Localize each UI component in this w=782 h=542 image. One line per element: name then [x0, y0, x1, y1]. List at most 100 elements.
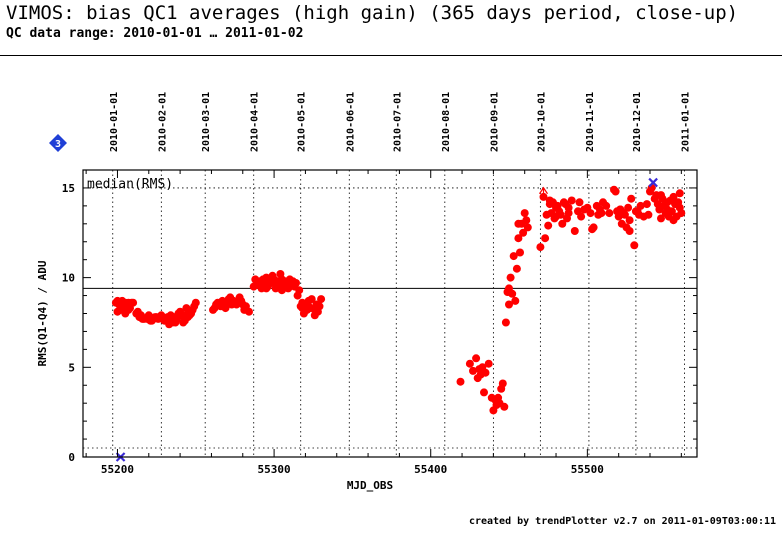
date-tick-label: 2010-07-01: [392, 92, 403, 152]
badge-number: 3: [55, 139, 61, 150]
data-point: [469, 366, 477, 375]
data-point: [516, 248, 524, 257]
axis-labels: 2010-01-01 2010-02-01 2010-03-01 2010-04-01…: [36, 92, 691, 492]
y-tick-label: 5: [68, 361, 75, 374]
data-point: [567, 196, 576, 205]
special-marker: [648, 177, 658, 188]
data-point: [514, 219, 523, 228]
data-point: [215, 300, 224, 309]
data-point: [605, 209, 614, 218]
data-point: [519, 228, 528, 237]
data-point: [480, 388, 488, 397]
data-point: [636, 201, 645, 210]
data-point: [484, 359, 493, 368]
data-point: [558, 219, 567, 228]
data-point: [625, 227, 634, 235]
data-point: [611, 187, 620, 196]
data-point: [541, 234, 550, 243]
data-point: [545, 196, 554, 205]
data-point: [168, 318, 177, 327]
data-point: [158, 314, 167, 323]
data-point: [552, 212, 560, 221]
data-point: [138, 314, 147, 323]
x-tick-label: 55300: [258, 463, 291, 476]
data-point: [630, 241, 639, 250]
data-point: [254, 280, 263, 289]
data-point: [298, 304, 307, 313]
x-tick-label: 55200: [101, 463, 134, 476]
date-tick-label: 2010-04-01: [250, 92, 261, 152]
y-tick-label: 10: [62, 272, 75, 285]
data-point: [575, 198, 584, 207]
footer-credit: created by trendPlotter v2.7 on 2011-01-…: [468, 516, 776, 527]
data-point: [597, 209, 606, 218]
data-point: [190, 302, 199, 311]
page-badge[interactable]: 3: [49, 134, 67, 152]
data-point: [669, 192, 678, 201]
date-tick-label: 2010-10-01: [536, 92, 547, 152]
data-point: [310, 311, 319, 320]
data-point: [675, 189, 684, 198]
data-point: [270, 277, 279, 286]
data-point: [508, 289, 517, 298]
data-point: [520, 209, 529, 218]
data-point: [456, 377, 465, 386]
data-point: [624, 203, 633, 212]
data-point: [544, 221, 553, 230]
data-point: [133, 307, 142, 316]
median-annotation: median(RMS): [87, 177, 173, 192]
data-point: [174, 309, 183, 318]
data-point: [146, 316, 155, 325]
data-point: [118, 296, 127, 305]
data-point: [512, 264, 521, 273]
data-point: [644, 210, 653, 219]
data-point: [586, 209, 595, 218]
data-point: [588, 225, 597, 234]
y-axis-label: RMS(Q1-Q4) / ADU: [36, 260, 49, 366]
data-point: [635, 210, 643, 219]
x-tick-label: 55500: [571, 463, 604, 476]
data-point: [221, 304, 230, 313]
data-point: [506, 273, 515, 282]
x-axis-label: MJD_OBS: [347, 479, 393, 492]
data-point: [304, 302, 313, 311]
data-point: [642, 200, 651, 209]
data-point: [240, 305, 249, 314]
data-point: [677, 209, 686, 218]
data-point: [570, 227, 579, 235]
data-point: [669, 216, 678, 225]
data-point: [185, 311, 194, 320]
title-divider: [0, 55, 782, 56]
data-point: [285, 282, 294, 291]
data-point: [509, 252, 518, 261]
date-tick-label: 2010-08-01: [441, 92, 452, 152]
data-point: [317, 295, 326, 304]
data-point: [307, 295, 316, 304]
data-point: [501, 318, 510, 327]
data-point: [602, 201, 611, 210]
data-point: [295, 286, 304, 295]
data-point: [180, 316, 189, 325]
data-point: [500, 402, 509, 411]
axis-ticks: [83, 170, 697, 458]
data-point: [127, 298, 136, 307]
diamond-badge-icon: [49, 134, 67, 152]
date-tick-label: 2010-02-01: [157, 92, 168, 152]
data-point: [124, 305, 133, 314]
x-tick-label: 55400: [414, 463, 447, 476]
data-point: [564, 203, 573, 212]
chart-subtitle: QC data range: 2010-01-01 … 2011-01-02: [6, 26, 304, 41]
data-point: [498, 379, 507, 388]
data-point: [505, 300, 513, 309]
data-point: [657, 214, 665, 223]
data-point: [657, 191, 665, 200]
data-point: [625, 216, 634, 225]
date-tick-label: 2011-01-01: [680, 92, 691, 152]
data-point: [577, 212, 586, 221]
data-point: [227, 300, 236, 309]
data-point: [472, 354, 481, 363]
data-point: [523, 223, 532, 232]
data-point: [620, 210, 629, 219]
outlier-arrow: [539, 186, 548, 200]
